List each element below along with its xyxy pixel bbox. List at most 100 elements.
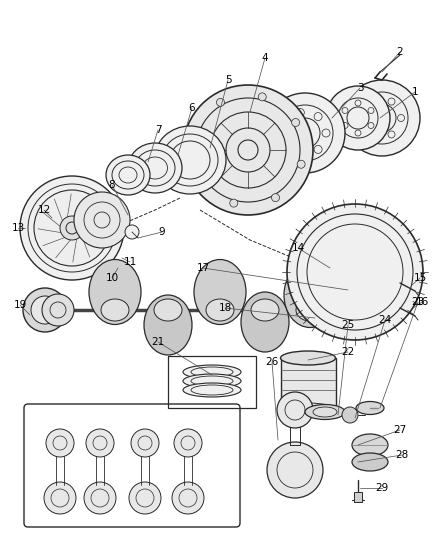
Circle shape (267, 442, 323, 498)
Circle shape (84, 482, 116, 514)
Circle shape (265, 93, 345, 173)
Text: 6: 6 (189, 103, 195, 113)
Ellipse shape (101, 299, 129, 321)
Circle shape (46, 429, 74, 457)
Circle shape (398, 115, 405, 122)
Text: 23: 23 (411, 297, 424, 307)
Text: 21: 21 (152, 337, 165, 347)
Text: 9: 9 (159, 227, 165, 237)
Ellipse shape (154, 299, 182, 321)
Circle shape (388, 98, 395, 105)
Circle shape (23, 288, 67, 332)
Circle shape (129, 482, 161, 514)
Ellipse shape (296, 299, 324, 321)
Circle shape (258, 93, 266, 101)
Circle shape (34, 190, 110, 266)
Circle shape (125, 225, 139, 239)
Text: 29: 29 (375, 483, 389, 493)
Circle shape (339, 269, 346, 277)
Circle shape (388, 131, 395, 138)
Ellipse shape (106, 155, 150, 195)
Circle shape (60, 216, 84, 240)
Circle shape (196, 174, 205, 182)
Text: 11: 11 (124, 257, 137, 267)
Circle shape (131, 429, 159, 457)
Circle shape (282, 120, 290, 128)
Circle shape (112, 262, 124, 274)
Ellipse shape (352, 434, 388, 456)
Circle shape (31, 296, 59, 324)
Circle shape (369, 131, 376, 138)
Text: 19: 19 (14, 300, 27, 310)
Circle shape (344, 80, 420, 156)
Circle shape (272, 193, 279, 201)
Circle shape (191, 132, 199, 140)
Circle shape (74, 192, 130, 248)
Bar (354, 492, 362, 502)
Ellipse shape (183, 383, 241, 397)
Circle shape (342, 108, 348, 114)
Circle shape (287, 204, 423, 340)
Text: 24: 24 (378, 315, 392, 325)
Ellipse shape (280, 351, 336, 365)
Ellipse shape (251, 299, 279, 321)
Text: 17: 17 (196, 263, 210, 273)
Circle shape (172, 482, 204, 514)
Circle shape (216, 99, 225, 107)
Circle shape (376, 291, 384, 299)
Ellipse shape (280, 403, 336, 417)
Bar (168, 356, 256, 408)
Ellipse shape (305, 405, 345, 419)
Ellipse shape (313, 407, 337, 417)
Text: 13: 13 (11, 223, 25, 233)
Circle shape (297, 109, 304, 117)
Text: 18: 18 (219, 303, 232, 313)
Text: 27: 27 (393, 425, 406, 435)
Text: 8: 8 (109, 180, 115, 190)
Circle shape (339, 313, 346, 321)
Circle shape (277, 392, 313, 428)
Ellipse shape (183, 374, 241, 388)
Text: 1: 1 (412, 87, 418, 97)
Circle shape (314, 112, 322, 120)
Text: 25: 25 (341, 320, 355, 330)
FancyBboxPatch shape (24, 404, 240, 527)
Text: 22: 22 (341, 347, 355, 357)
Circle shape (342, 407, 358, 423)
Text: 2: 2 (397, 47, 403, 57)
Circle shape (326, 291, 334, 299)
Circle shape (364, 313, 371, 321)
Ellipse shape (89, 260, 141, 325)
Text: 26: 26 (265, 357, 279, 367)
Circle shape (364, 269, 371, 277)
Circle shape (230, 199, 238, 207)
Circle shape (355, 130, 361, 136)
Circle shape (292, 118, 300, 126)
Circle shape (44, 482, 76, 514)
Bar (281, 358, 336, 410)
Circle shape (322, 129, 330, 137)
Circle shape (368, 123, 374, 128)
Circle shape (368, 108, 374, 114)
Circle shape (326, 86, 390, 150)
Ellipse shape (194, 260, 246, 325)
Circle shape (360, 115, 367, 122)
Circle shape (314, 146, 322, 154)
Ellipse shape (356, 401, 384, 415)
Circle shape (42, 294, 74, 326)
Text: 14: 14 (291, 243, 304, 253)
Ellipse shape (128, 143, 182, 193)
Circle shape (369, 98, 376, 105)
Ellipse shape (284, 262, 336, 327)
Text: 7: 7 (155, 125, 161, 135)
Circle shape (297, 149, 304, 157)
Circle shape (174, 429, 202, 457)
Circle shape (297, 160, 305, 168)
Text: 12: 12 (37, 205, 51, 215)
Text: 15: 15 (413, 273, 427, 283)
Ellipse shape (154, 126, 226, 194)
Ellipse shape (241, 292, 289, 352)
Ellipse shape (183, 365, 241, 379)
Circle shape (183, 85, 313, 215)
Circle shape (355, 100, 361, 106)
